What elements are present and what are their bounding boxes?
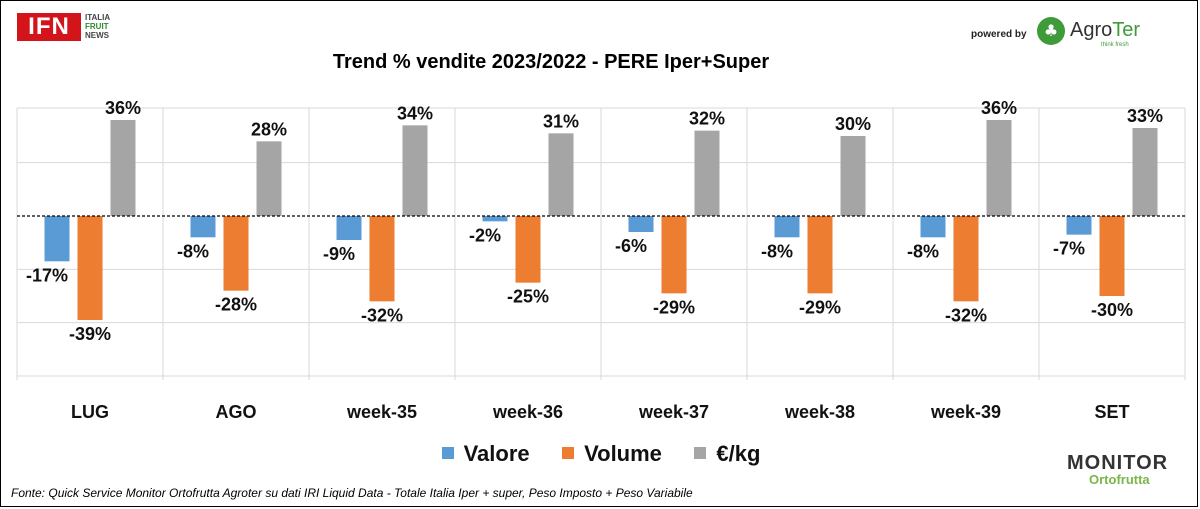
bar-kg-7 [1132,128,1158,216]
category-label: week-38 [784,402,855,422]
legend-swatch-volume [562,447,575,459]
chart-legend: Valore Volume €/kg [1,441,1200,467]
bar-valore-5 [774,216,800,238]
legend-label-volume: Volume [584,441,662,466]
bar-valore-4 [628,216,654,232]
agroter-name: AgroTer [1070,19,1140,42]
ifn-sub-line-3: NEWS [85,31,109,40]
category-label: week-37 [638,402,709,422]
tree-icon: ♣ [1037,17,1065,45]
data-label: 36% [981,98,1017,118]
category-label: SET [1094,402,1129,422]
legend-label-valore: Valore [463,441,530,466]
data-label: -8% [177,241,209,261]
bar-valore-6 [920,216,946,238]
data-label: -29% [799,297,841,317]
data-label: 28% [251,119,287,139]
bar-volume-4 [661,216,687,294]
data-label: -6% [615,236,647,256]
category-label: AGO [215,402,256,422]
bar-valore-0 [44,216,70,262]
data-label: -30% [1091,300,1133,320]
data-label: -29% [653,297,695,317]
data-label: -17% [26,265,68,285]
bar-kg-2 [402,125,428,216]
data-label: 36% [105,98,141,118]
bar-valore-2 [336,216,362,240]
bar-volume-2 [369,216,395,302]
bar-volume-7 [1099,216,1125,296]
ifn-sub-line-2: FRUIT [85,22,109,31]
bar-kg-3 [548,133,574,216]
legend-item-volume: Volume [562,441,662,467]
legend-label-eurokg: €/kg [716,441,761,466]
powered-by-label: powered by [971,29,1027,40]
bar-kg-5 [840,136,866,216]
monitor-logo-line1: MONITOR [1067,452,1169,474]
bar-volume-3 [515,216,541,283]
agroter-tagline: think fresh [1101,42,1129,48]
data-label: -32% [945,305,987,325]
data-label: 31% [543,111,579,131]
bar-kg-6 [986,120,1012,216]
ifn-sub-line-1: ITALIA [85,13,111,22]
source-note: Fonte: Quick Service Monitor Ortofrutta … [11,486,693,500]
bar-volume-5 [807,216,833,294]
data-label: 30% [835,114,871,134]
category-label: week-36 [492,402,563,422]
bar-valore-1 [190,216,216,238]
monitor-ortofrutta-logo: MONITOR Ortofrutta [1067,453,1187,493]
ifn-logo-subtitle: ITALIA FRUIT NEWS [85,13,110,40]
legend-item-valore: Valore [441,441,530,467]
data-label: -9% [323,244,355,264]
legend-item-eurokg: €/kg [694,441,760,467]
category-label: week-39 [930,402,1001,422]
data-label: -8% [907,241,939,261]
monitor-logo-line2: Ortofrutta [1089,472,1150,487]
data-label: -39% [69,324,111,344]
legend-swatch-valore [441,447,454,459]
data-label: 33% [1127,106,1163,126]
agroter-name-b: Ter [1112,19,1141,41]
ifn-logo: IFN ITALIA FRUIT NEWS [17,11,137,45]
category-label: week-35 [346,402,417,422]
bar-volume-1 [223,216,249,291]
data-label: 34% [397,103,433,123]
data-label: -8% [761,241,793,261]
bar-chart: -17% -39% 36% LUG -8% -28% 28% AGO -9% -32% 34% wee… [16,98,1186,422]
bar-volume-6 [953,216,979,302]
data-label: -25% [507,287,549,307]
agroter-name-a: Agro [1070,19,1113,41]
bar-kg-0 [110,120,136,216]
data-label: -28% [215,295,257,315]
bar-valore-7 [1066,216,1092,235]
ifn-logo-mark: IFN [17,13,81,41]
agroter-logo: ♣ AgroTer think fresh [1037,17,1147,53]
legend-swatch-eurokg [694,447,707,459]
bar-kg-4 [694,130,720,216]
data-label: -7% [1053,239,1085,259]
bar-volume-0 [77,216,103,320]
chart-title: Trend % vendite 2023/2022 - PERE Iper+Su… [332,51,770,73]
bar-kg-1 [256,141,282,216]
data-label: -32% [361,305,403,325]
category-label: LUG [71,402,109,422]
data-label: -2% [469,225,501,245]
data-label: 32% [689,109,725,129]
bar-valore-3 [482,216,508,222]
